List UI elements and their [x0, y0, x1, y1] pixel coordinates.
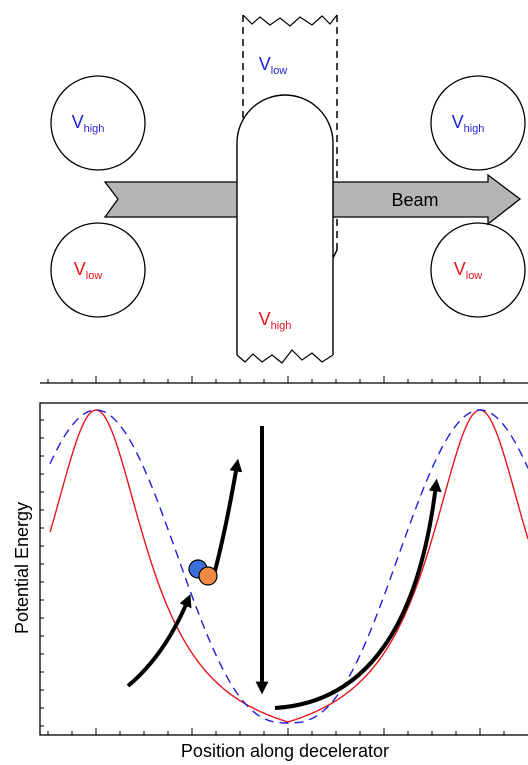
arrow — [128, 600, 188, 686]
electrode-label: Vlow — [259, 54, 288, 77]
voltage-subscript: low — [466, 270, 483, 282]
voltage-symbol: V — [259, 309, 271, 329]
curves — [50, 410, 528, 723]
motion-arrows — [128, 426, 436, 708]
y-axis-label: Potential Energy — [12, 502, 32, 634]
voltage-symbol: V — [74, 259, 86, 279]
molecule — [199, 567, 217, 585]
voltage-symbol: V — [452, 112, 464, 132]
voltage-subscript: high — [84, 123, 105, 135]
ticks — [40, 376, 504, 735]
arrow — [212, 465, 237, 582]
voltage-subscript: high — [464, 123, 485, 135]
electrode — [237, 95, 333, 355]
x-axis-label: Position along decelerator — [181, 741, 389, 761]
voltage-subscript: low — [86, 270, 103, 282]
plot-frame — [40, 403, 528, 735]
voltage-symbol: V — [454, 259, 466, 279]
beam-label: Beam — [391, 190, 438, 210]
voltage-subscript: high — [271, 320, 292, 332]
voltage-symbol: V — [259, 54, 271, 74]
figure: Potential Energy Position along decelera… — [0, 0, 528, 765]
voltage-subscript: low — [271, 65, 288, 77]
voltage-symbol: V — [72, 112, 84, 132]
energy-curve-red — [50, 410, 528, 722]
energy-curve-blue — [50, 410, 528, 723]
zigzag-top — [243, 15, 337, 26]
